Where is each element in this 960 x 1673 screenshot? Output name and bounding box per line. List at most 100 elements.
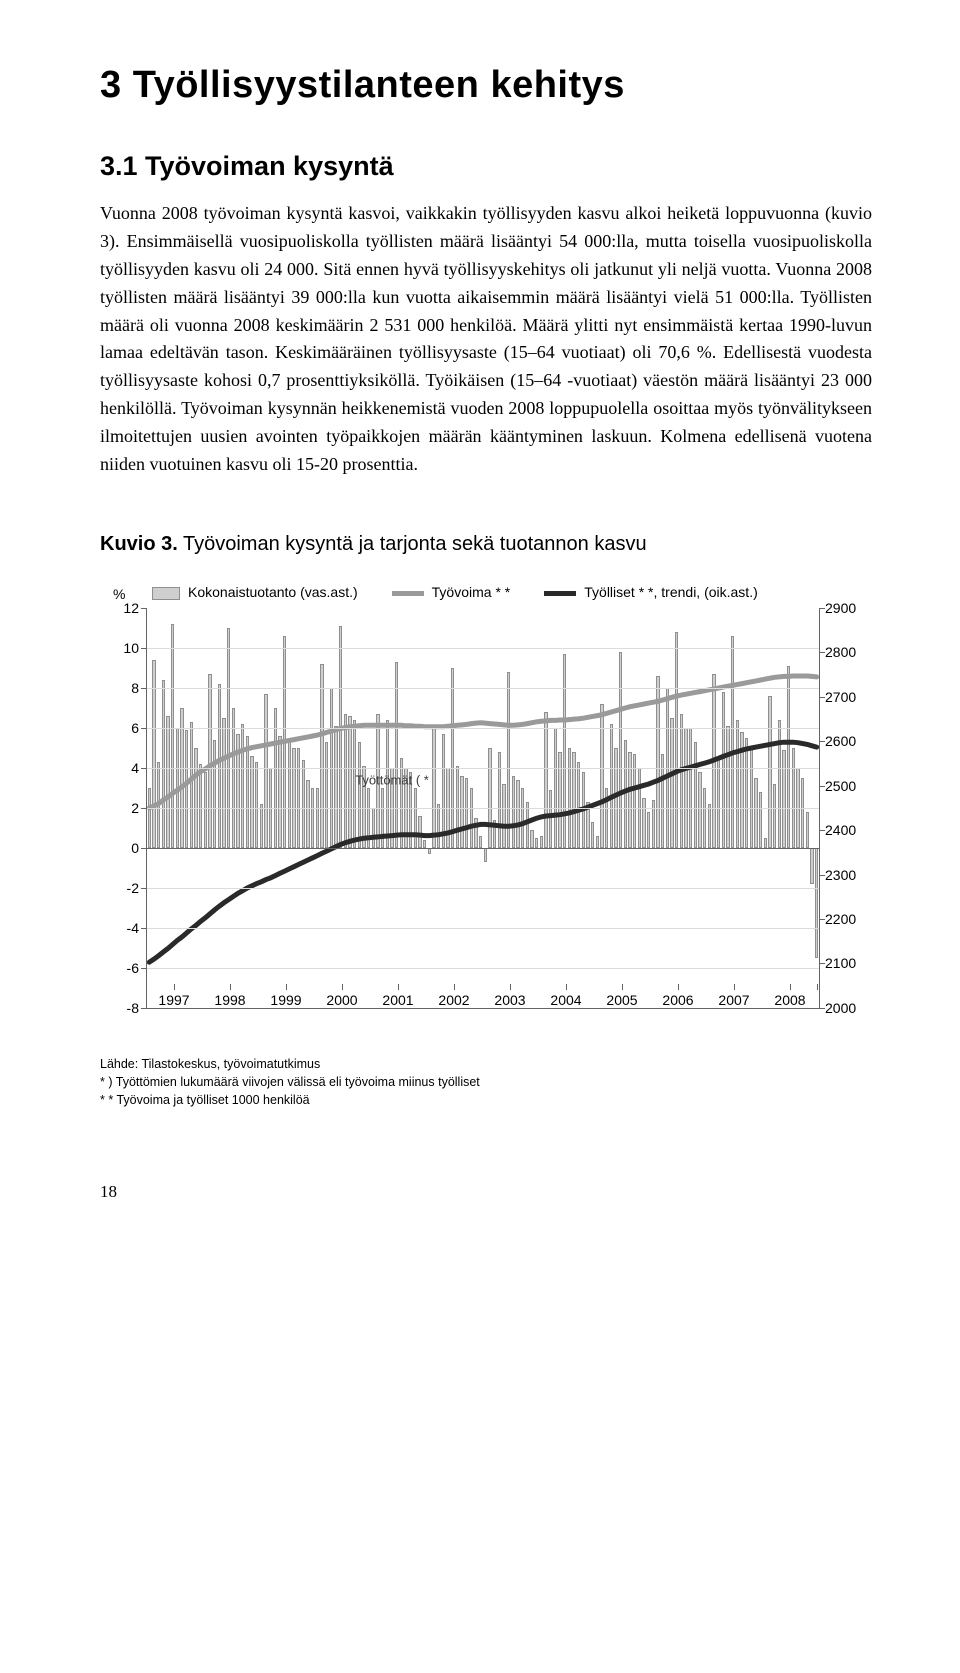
bar — [306, 780, 310, 848]
x-label: 2007 — [718, 992, 749, 1008]
x-label: 2008 — [774, 992, 805, 1008]
bar — [768, 696, 772, 848]
bar — [605, 788, 609, 848]
x-label: 2002 — [438, 992, 469, 1008]
x-label: 1997 — [158, 992, 189, 1008]
bar — [418, 816, 422, 848]
bar — [680, 714, 684, 848]
bar — [166, 716, 170, 848]
bar — [241, 724, 245, 848]
bar — [628, 752, 632, 848]
bar — [535, 838, 539, 848]
bar — [432, 728, 436, 848]
bar — [227, 628, 231, 848]
page-number: 18 — [100, 1182, 872, 1202]
bar — [190, 722, 194, 848]
bar — [722, 692, 726, 848]
bar — [204, 772, 208, 848]
y-right-label: 2600 — [825, 733, 867, 749]
bar — [549, 790, 553, 848]
bar — [302, 760, 306, 848]
bar — [619, 652, 623, 848]
x-label: 1998 — [214, 992, 245, 1008]
bar — [736, 720, 740, 848]
bar — [222, 718, 226, 848]
bar — [563, 654, 567, 848]
bar — [708, 804, 712, 848]
bar — [325, 742, 329, 848]
bar — [474, 818, 478, 848]
bar — [544, 712, 548, 848]
chart-source: Lähde: Tilastokeskus, työvoimatutkimus *… — [100, 1055, 872, 1109]
bar — [358, 742, 362, 848]
chart-plot-area: % Työttömät ( * -8-6-4-20246810122000210… — [146, 608, 820, 1009]
bar — [442, 734, 446, 848]
bar — [726, 726, 730, 848]
bar — [278, 736, 282, 848]
bar — [498, 752, 502, 848]
bar — [610, 724, 614, 848]
bar — [250, 756, 254, 848]
bar — [493, 820, 497, 848]
bar — [339, 626, 343, 848]
bar — [703, 788, 707, 848]
x-label: 2001 — [382, 992, 413, 1008]
y-left-label: -6 — [107, 960, 139, 976]
bar — [414, 788, 418, 848]
bar — [530, 830, 534, 848]
bar — [297, 748, 301, 848]
bar — [694, 742, 698, 848]
bar — [372, 808, 376, 848]
bar — [698, 772, 702, 848]
bar — [778, 720, 782, 848]
bar — [521, 788, 525, 848]
bar — [792, 748, 796, 848]
bar — [568, 748, 572, 848]
bar — [423, 840, 427, 848]
y-right-label: 2000 — [825, 1000, 867, 1016]
y-left-label: 12 — [107, 600, 139, 616]
bar — [316, 788, 320, 848]
bar — [395, 662, 399, 848]
x-label: 2006 — [662, 992, 693, 1008]
bar — [745, 738, 749, 848]
bar — [558, 752, 562, 848]
y-left-label: 6 — [107, 720, 139, 736]
y-left-label: 8 — [107, 680, 139, 696]
bar — [320, 664, 324, 848]
x-label: 2005 — [606, 992, 637, 1008]
section-title: 3.1 Työvoiman kysyntä — [100, 151, 872, 182]
bar — [787, 666, 791, 848]
bar — [162, 680, 166, 848]
y-left-label: 0 — [107, 840, 139, 856]
bar — [689, 728, 693, 848]
bar — [815, 848, 819, 958]
unemployed-annotation: Työttömät ( * — [355, 773, 429, 788]
bar — [484, 848, 488, 862]
bar — [288, 740, 292, 848]
bar — [600, 704, 604, 848]
x-label: 1999 — [270, 992, 301, 1008]
x-label: 2003 — [494, 992, 525, 1008]
chart-legend: Kokonaistuotanto (vas.ast.) Työvoima * *… — [100, 584, 872, 600]
bar — [488, 748, 492, 848]
bar — [213, 740, 217, 848]
y-left-label: -8 — [107, 1000, 139, 1016]
y-right-label: 2400 — [825, 822, 867, 838]
bar — [334, 726, 338, 848]
bar — [274, 708, 278, 848]
y-right-label: 2800 — [825, 644, 867, 660]
x-label: 2000 — [326, 992, 357, 1008]
bar — [199, 764, 203, 848]
bar — [591, 822, 595, 848]
bar — [456, 766, 460, 848]
bar — [754, 778, 758, 848]
bar — [157, 762, 161, 848]
bar — [806, 812, 810, 848]
bar — [759, 792, 763, 848]
bar — [148, 788, 152, 848]
chart-container: Kokonaistuotanto (vas.ast.) Työvoima * *… — [100, 584, 872, 1114]
bar — [670, 718, 674, 848]
y-left-label: -4 — [107, 920, 139, 936]
bar — [236, 734, 240, 848]
